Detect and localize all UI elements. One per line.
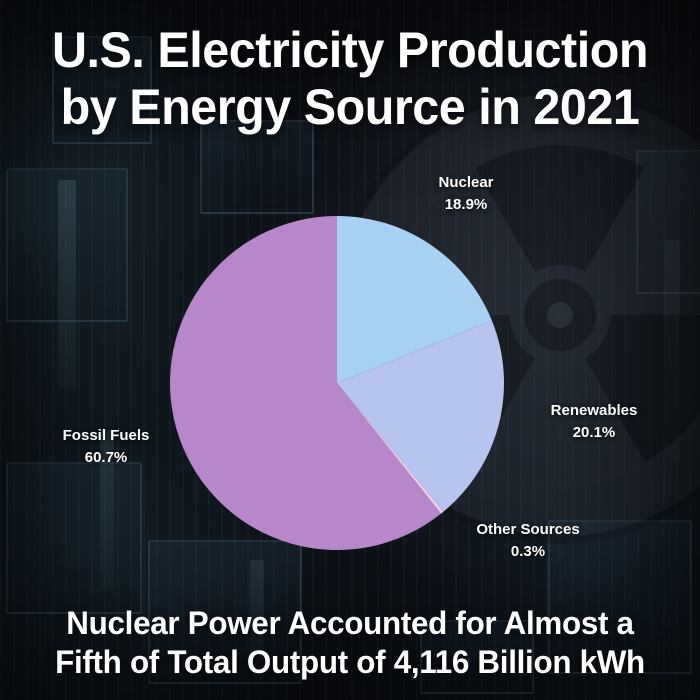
background-glow [100,430,114,590]
slice-percent: 20.1% [572,423,616,441]
chart-title-line1: U.S. Electricity Production [52,22,648,78]
pie-slice-fossil-fuels [170,216,442,550]
slice-label-other-sources: Other Sources 0.3% [476,519,579,563]
background-panel [6,168,128,322]
slice-percent: 60.7% [84,448,128,466]
pie-slice-other-sources [337,383,444,514]
background-panel [420,620,534,694]
background-glow [664,240,680,460]
background-panel [200,120,314,214]
background-panel [636,150,700,294]
background-glow [250,560,264,680]
background-panel [548,520,692,674]
slice-name: Renewables [550,402,638,419]
chart-caption-line1: Nuclear Power Accounted for Almost a [66,604,634,641]
slice-label-nuclear: Nuclear 18.9% [438,172,493,216]
background-glow [58,180,76,390]
slice-percent: 18.9% [444,195,488,213]
chart-title: U.S. Electricity Production by Energy So… [11,22,690,135]
slice-name: Fossil Fuels [62,427,150,444]
pie-slice-nuclear [337,216,492,383]
background-panel [52,36,152,144]
background-panel [6,462,142,614]
pie-slice-renewables [337,320,504,512]
slice-name: Other Sources [476,521,580,538]
chart-title-line2: by Energy Source in 2021 [60,78,640,135]
slice-name: Nuclear [438,174,494,191]
slice-percent: 0.3% [510,542,546,560]
background-panel [148,540,302,684]
chart-caption: Nuclear Power Accounted for Almost a Fif… [7,604,693,682]
slice-label-fossil-fuels: Fossil Fuels 60.7% [63,425,150,469]
chart-caption-line2: Fifth of Total Output of 4,116 Billion k… [55,643,645,680]
slice-label-renewables: Renewables 20.1% [551,400,638,444]
